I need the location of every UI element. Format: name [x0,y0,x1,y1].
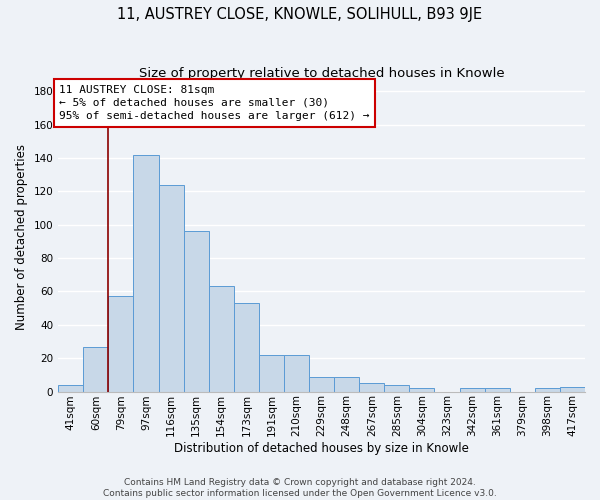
Bar [83,346,109,392]
Bar [560,386,585,392]
Text: Contains HM Land Registry data © Crown copyright and database right 2024.
Contai: Contains HM Land Registry data © Crown c… [103,478,497,498]
Text: 11 AUSTREY CLOSE: 81sqm
← 5% of detached houses are smaller (30)
95% of semi-det: 11 AUSTREY CLOSE: 81sqm ← 5% of detached… [59,84,370,121]
Bar [158,185,184,392]
Y-axis label: Number of detached properties: Number of detached properties [15,144,28,330]
Bar [133,155,158,392]
Bar [234,303,259,392]
Title: Size of property relative to detached houses in Knowle: Size of property relative to detached ho… [139,68,505,80]
Bar [359,383,385,392]
Bar [209,286,234,392]
Bar [284,355,309,392]
Bar [184,232,209,392]
Bar [409,388,434,392]
Bar [385,385,409,392]
Bar [58,385,83,392]
Bar [109,296,133,392]
Bar [334,376,359,392]
Bar [460,388,485,392]
Bar [535,388,560,392]
Bar [309,376,334,392]
Bar [259,355,284,392]
Text: 11, AUSTREY CLOSE, KNOWLE, SOLIHULL, B93 9JE: 11, AUSTREY CLOSE, KNOWLE, SOLIHULL, B93… [118,8,482,22]
Bar [485,388,510,392]
X-axis label: Distribution of detached houses by size in Knowle: Distribution of detached houses by size … [174,442,469,455]
